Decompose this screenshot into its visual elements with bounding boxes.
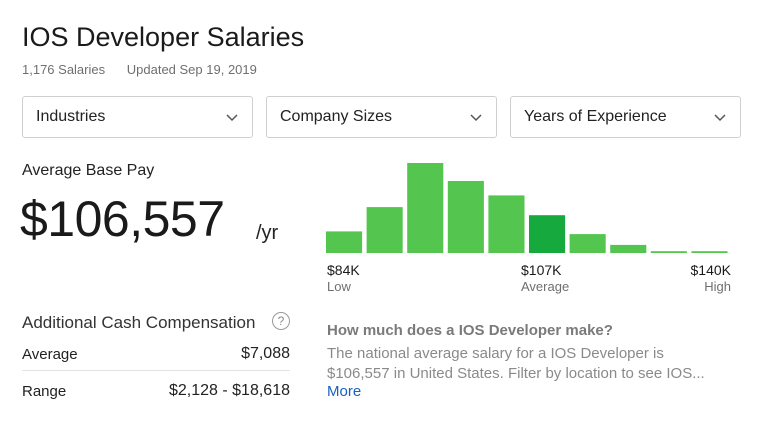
histogram-bar <box>326 231 363 253</box>
years-experience-dropdown-label: Years of Experience <box>524 108 667 125</box>
salary-count: 1,176 Salaries <box>22 62 106 77</box>
high-salary-label: High <box>704 279 731 294</box>
histogram-bar <box>610 244 647 253</box>
years-experience-dropdown[interactable]: Years of Experience <box>510 96 741 138</box>
cash-range-label: Range <box>22 383 67 400</box>
salary-description-line: The national average salary for a IOS De… <box>327 345 664 362</box>
salary-description: The national average salary for a IOS De… <box>327 344 737 384</box>
histogram-bar <box>366 207 403 253</box>
histogram-bar <box>447 181 484 253</box>
updated-date: Updated Sep 19, 2019 <box>126 62 257 77</box>
help-icon[interactable]: ? <box>272 312 290 330</box>
average-salary-value: $107K <box>521 262 562 278</box>
industries-dropdown[interactable]: Industries <box>22 96 253 138</box>
divider <box>22 370 290 371</box>
low-salary-label: Low <box>327 279 351 294</box>
histogram-bar <box>488 195 525 253</box>
cash-average-value: $7,088 <box>241 345 290 362</box>
chevron-down-icon <box>226 114 238 122</box>
chevron-down-icon <box>714 114 726 122</box>
histogram-bar <box>569 234 606 253</box>
histogram-bar <box>529 215 566 253</box>
cash-average-label: Average <box>22 346 78 363</box>
page-meta: 1,176 Salaries Updated Sep 19, 2019 <box>22 62 257 77</box>
salary-question-heading: How much does a IOS Developer make? <box>327 322 613 339</box>
industries-dropdown-label: Industries <box>36 108 106 125</box>
high-salary-value: $140K <box>690 262 731 278</box>
average-base-pay-label: Average Base Pay <box>22 162 155 179</box>
page-title: IOS Developer Salaries <box>22 22 305 52</box>
histogram-bar <box>407 163 444 253</box>
cash-range-value: $2,128 - $18,618 <box>169 382 290 399</box>
average-salary-label: Average <box>521 279 570 294</box>
histogram-bar <box>650 251 687 253</box>
average-base-pay-unit: /yr <box>256 222 279 244</box>
salary-description-line: $106,557 in United States. Filter by loc… <box>327 365 705 382</box>
company-sizes-dropdown-label: Company Sizes <box>280 108 393 125</box>
low-salary-value: $84K <box>327 262 360 278</box>
company-sizes-dropdown[interactable]: Company Sizes <box>266 96 497 138</box>
additional-cash-title: Additional Cash Compensation <box>22 313 256 332</box>
histogram-bar <box>691 251 728 253</box>
more-link[interactable]: More <box>327 383 362 400</box>
salary-distribution-histogram <box>326 163 728 253</box>
chevron-down-icon <box>470 114 482 122</box>
average-base-pay-value: $106,557 <box>20 191 225 247</box>
